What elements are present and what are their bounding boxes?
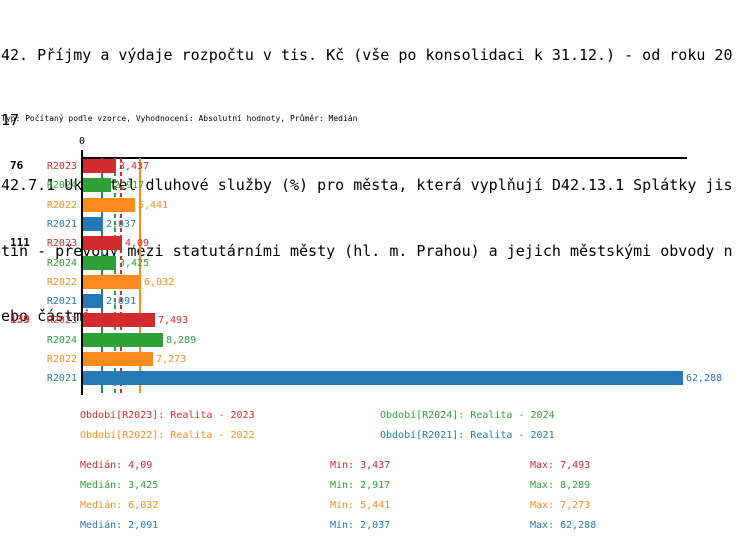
stat-max-R2023: Max: 7,493	[530, 460, 591, 471]
title-line-3: 42.7.1 Ukazatel dluhové služby (%) pro m…	[1, 176, 733, 195]
bar-value-label-R2022-111: 6,032	[144, 277, 175, 288]
title-line-5: ebo částmi	[1, 307, 92, 326]
stat-min-R2023: Min: 3,437	[330, 460, 391, 471]
series-row-label-R2021: R2021	[46, 373, 77, 384]
bar-R2024-76	[83, 178, 111, 192]
series-row-label-R2024: R2024	[46, 258, 77, 269]
stat-max-R2022: Max: 7,273	[530, 500, 591, 511]
bar-value-label-R2023-139: 7,493	[158, 315, 189, 326]
legend-item-R2021: Období[R2021]: Realita - 2021	[380, 430, 555, 441]
stat-max-R2021: Max: 62,288	[530, 520, 597, 531]
series-row-label-R2024: R2024	[46, 180, 77, 191]
bar-value-label-R2022-76: 5,441	[138, 200, 169, 211]
stat-median-R2021: Medián: 2,091	[80, 520, 159, 531]
series-row-label-R2021: R2021	[46, 296, 77, 307]
bar-R2022-111	[83, 275, 141, 289]
title-line-2: 17	[1, 110, 20, 129]
series-row-label-R2023: R2023	[46, 315, 77, 326]
bar-value-label-R2021-111: 2,091	[106, 296, 137, 307]
bar-value-label-R2022-139: 7,273	[156, 354, 187, 365]
series-row-label-R2022: R2022	[46, 200, 77, 211]
stat-max-R2024: Max: 8,289	[530, 480, 591, 491]
bar-R2023-111	[83, 236, 122, 250]
legend-item-R2023: Období[R2023]: Realita - 2023	[80, 410, 255, 421]
series-row-label-R2022: R2022	[46, 277, 77, 288]
series-row-label-R2023: R2023	[46, 238, 77, 249]
bar-R2021-76	[83, 217, 103, 231]
series-row-label-R2023: R2023	[46, 161, 77, 172]
bar-R2022-76	[83, 198, 135, 212]
group-label-76: 76	[10, 159, 24, 172]
title-line-1: 42. Příjmy a výdaje rozpočtu v tis. Kč (…	[1, 45, 733, 64]
group-label-139: 139	[10, 313, 30, 326]
axis-zero-label: 0	[78, 136, 86, 147]
series-row-label-R2024: R2024	[46, 335, 77, 346]
report-title: 42. Příjmy a výdaje rozpočtu v tis. Kč (…	[1, 1, 733, 372]
report-meta-line: Typ: Počítaný podle vzorce, Vyhodnocení:…	[1, 114, 358, 123]
series-row-label-R2022: R2022	[46, 354, 77, 365]
bar-value-label-R2024-76: 2,917	[114, 180, 145, 191]
bar-R2023-139	[83, 313, 155, 327]
bar-R2021-139	[83, 371, 683, 385]
bar-value-label-R2021-76: 2,037	[106, 219, 137, 230]
bar-R2023-76	[83, 159, 116, 173]
bar-R2024-111	[83, 256, 116, 270]
bar-R2021-111	[83, 294, 103, 308]
bar-R2024-139	[83, 333, 163, 347]
stat-median-R2024: Medián: 3,425	[80, 480, 159, 491]
legend-item-R2022: Období[R2022]: Realita - 2022	[80, 430, 255, 441]
stat-median-R2022: Medián: 6,032	[80, 500, 159, 511]
series-row-label-R2021: R2021	[46, 219, 77, 230]
bar-value-label-R2024-139: 8,289	[166, 335, 197, 346]
x-axis-line	[81, 157, 687, 159]
stat-min-R2021: Min: 2,037	[330, 520, 391, 531]
legend-item-R2024: Období[R2024]: Realita - 2024	[380, 410, 555, 421]
stat-median-R2023: Medián: 4,09	[80, 460, 153, 471]
group-label-111: 111	[10, 236, 30, 249]
bar-value-label-R2023-111: 4,09	[125, 238, 150, 249]
bar-value-label-R2021-139: 62,288	[686, 373, 723, 384]
stat-min-R2024: Min: 2,917	[330, 480, 391, 491]
bar-R2022-139	[83, 352, 153, 366]
bar-value-label-R2023-76: 3,437	[119, 161, 150, 172]
bar-value-label-R2024-111: 3,425	[119, 258, 150, 269]
y-axis-line	[81, 150, 83, 395]
stat-min-R2022: Min: 5,441	[330, 500, 391, 511]
